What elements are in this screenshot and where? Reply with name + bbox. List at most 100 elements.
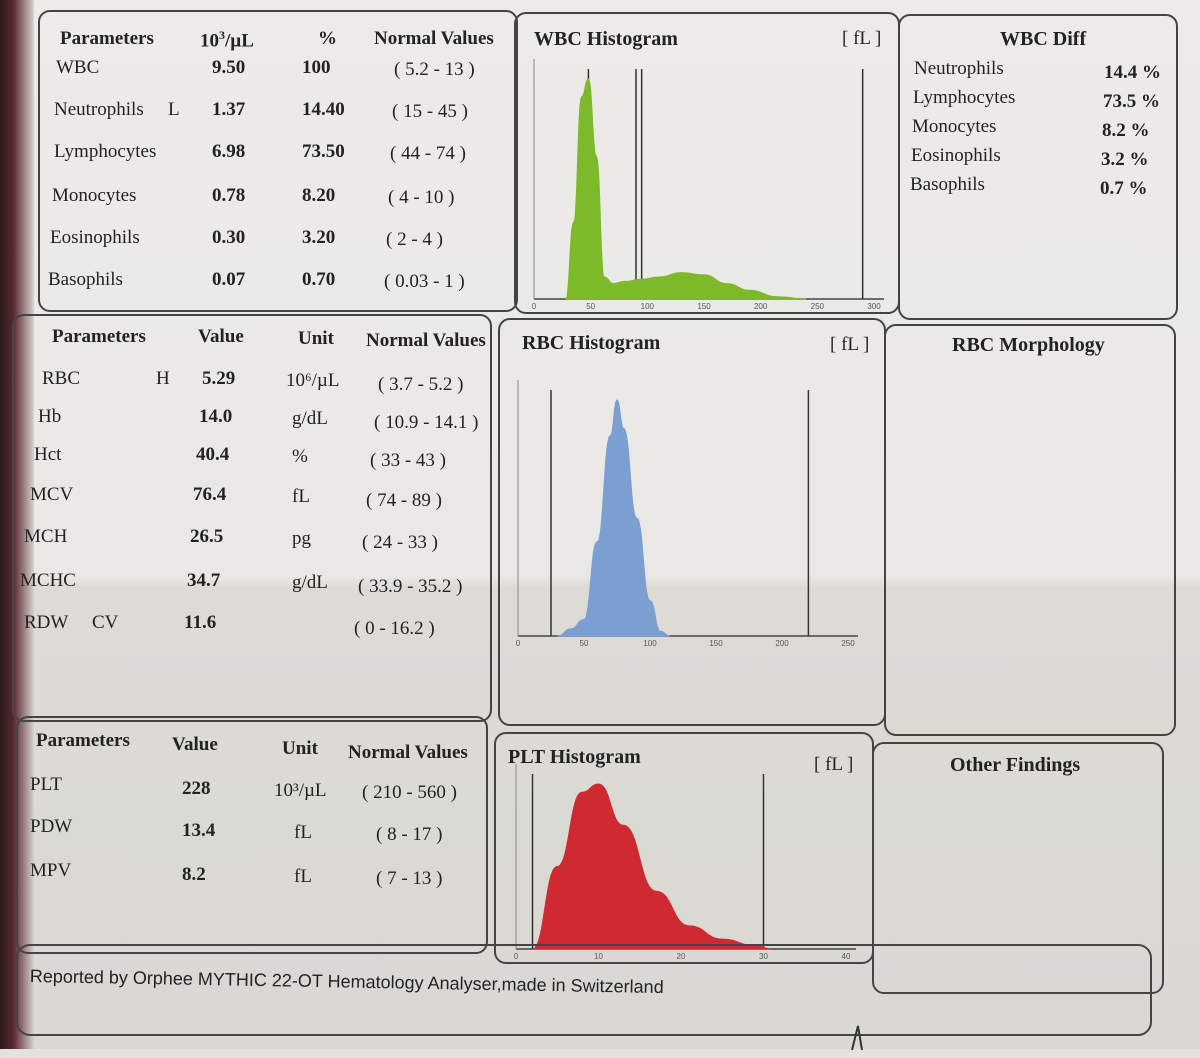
- x-tick-label: 50: [580, 639, 589, 648]
- wbc-row-normal: ( 15 - 45 ): [392, 101, 468, 122]
- plt-row-unit: fL: [294, 822, 312, 843]
- rbc-row-name: MCV: [30, 484, 74, 505]
- plt-row-value: 8.2: [182, 864, 206, 885]
- wbc-header-percent: %: [318, 28, 337, 49]
- rbc-row-value: 11.6: [184, 612, 217, 633]
- rbc-histogram-panel: RBC Histogram [ fL ] 0 50 100 150 200 250: [498, 318, 886, 726]
- plt-parameters-panel: Parameters Value Unit Normal Values PLT 2…: [16, 716, 488, 954]
- x-tick-label: 0: [514, 952, 519, 961]
- histogram-curve: [532, 783, 772, 950]
- wbc-header-unit: 103/µL: [200, 28, 254, 52]
- wbc-row-pct: 14.40: [302, 99, 345, 120]
- rbc-row-value: 5.29: [202, 368, 236, 389]
- rbc-histogram-title: RBC Histogram: [522, 332, 661, 354]
- plt-row-value: 13.4: [182, 820, 216, 841]
- plt-row-unit: 10³/µL: [274, 780, 327, 801]
- wbc-row-normal: ( 0.03 - 1 ): [384, 271, 465, 292]
- x-tick-label: 150: [697, 302, 711, 309]
- rbc-row-name: MCH: [24, 526, 68, 547]
- rbc-row-value: 14.0: [199, 406, 233, 427]
- wbc-row-pct: 3.20: [302, 227, 336, 248]
- rbc-row-normal: ( 0 - 16.2 ): [354, 618, 435, 639]
- wbc-row-flag: L: [168, 99, 180, 120]
- x-tick-label: 200: [754, 302, 768, 309]
- x-tick-label: 300: [867, 302, 881, 309]
- x-tick-label: 0: [516, 639, 521, 648]
- wbc-row-normal: ( 4 - 10 ): [388, 187, 455, 208]
- rbc-row-normal: ( 10.9 - 14.1 ): [374, 412, 479, 433]
- x-tick-label: 250: [841, 639, 855, 648]
- wbc-diff-title: WBC Diff: [1000, 28, 1087, 50]
- rbc-row-normal: ( 33.9 - 35.2 ): [358, 576, 463, 597]
- rbc-row-value: 26.5: [190, 526, 224, 547]
- x-tick-label: 40: [842, 952, 851, 961]
- plt-header-value: Value: [172, 734, 218, 755]
- x-tick-label: 200: [775, 639, 789, 648]
- rbc-header-unit: Unit: [298, 328, 334, 349]
- rbc-morphology-panel: RBC Morphology: [884, 324, 1176, 736]
- wbc-diff-value: 14.4 %: [1104, 62, 1161, 83]
- plt-histogram-chart: 0 10 20 30 40: [514, 764, 856, 961]
- wbc-row-name: Eosinophils: [50, 227, 140, 248]
- wbc-row-abs: 0.78: [212, 185, 246, 206]
- wbc-row-normal: ( 2 - 4 ): [386, 229, 443, 250]
- wbc-row-abs: 0.07: [212, 269, 246, 290]
- plt-header-normal: Normal Values: [348, 742, 468, 763]
- plt-row-name: MPV: [30, 860, 72, 881]
- rbc-row-normal: ( 24 - 33 ): [362, 532, 438, 553]
- rbc-morphology-title: RBC Morphology: [952, 334, 1105, 356]
- rbc-row-name: RDW: [24, 612, 69, 633]
- rbc-header-parameters: Parameters: [52, 326, 146, 347]
- wbc-diff-value: 73.5 %: [1103, 91, 1160, 112]
- footer-panel: [16, 944, 1152, 1036]
- plt-histogram-panel: PLT Histogram [ fL ] 0 10 20 30 40: [494, 732, 874, 964]
- rbc-header-normal: Normal Values: [366, 330, 486, 351]
- plt-header-unit: Unit: [282, 738, 318, 759]
- rbc-row-flag: CV: [92, 612, 119, 633]
- x-tick-label: 100: [641, 302, 655, 309]
- other-findings-panel: Other Findings: [872, 742, 1164, 994]
- rbc-histogram-chart: 0 50 100 150 200 250: [516, 380, 858, 648]
- plt-row-unit: fL: [294, 866, 312, 887]
- rbc-row-normal: ( 74 - 89 ): [366, 490, 442, 511]
- plt-row-name: PLT: [30, 774, 63, 795]
- x-tick-label: 30: [759, 952, 768, 961]
- wbc-histogram-panel: WBC Histogram [ fL ] 0 50 100 150 200 250 300: [514, 12, 900, 314]
- wbc-row-pct: 100: [302, 57, 331, 78]
- rbc-row-normal: ( 3.7 - 5.2 ): [378, 374, 464, 395]
- wbc-row-abs: 9.50: [212, 57, 246, 78]
- wbc-header-parameters: Parameters: [60, 28, 154, 49]
- x-tick-label: 0: [532, 302, 537, 309]
- wbc-diff-name: Lymphocytes: [913, 87, 1016, 108]
- wbc-row-normal: ( 5.2 - 13 ): [394, 59, 475, 80]
- x-tick-label: 20: [677, 952, 686, 961]
- rbc-row-unit: %: [292, 446, 308, 467]
- wbc-row-name: Neutrophils: [54, 99, 144, 120]
- wbc-row-normal: ( 44 - 74 ): [390, 143, 466, 164]
- x-tick-label: 50: [586, 302, 595, 309]
- x-tick-label: 150: [709, 639, 723, 648]
- rbc-row-name: MCHC: [20, 570, 76, 591]
- plt-row-normal: ( 7 - 13 ): [376, 868, 443, 889]
- wbc-row-abs: 0.30: [212, 227, 246, 248]
- wbc-row-pct: 8.20: [302, 185, 336, 206]
- wbc-histogram-chart: 0 50 100 150 200 250 300: [532, 59, 884, 309]
- wbc-row-name: Monocytes: [52, 185, 137, 206]
- rbc-row-normal: ( 33 - 43 ): [370, 450, 446, 471]
- plt-row-normal: ( 210 - 560 ): [362, 782, 457, 803]
- wbc-diff-name: Basophils: [910, 174, 985, 195]
- wbc-diff-panel: WBC Diff Neutrophils 14.4 % Lymphocytes 73.…: [898, 14, 1178, 320]
- rbc-row-unit: g/dL: [292, 408, 328, 429]
- wbc-row-abs: 1.37: [212, 99, 246, 120]
- other-findings-title: Other Findings: [950, 754, 1081, 776]
- wbc-histogram-unit: [ fL ]: [842, 28, 882, 49]
- wbc-row-pct: 73.50: [302, 141, 345, 162]
- wbc-row-abs: 6.98: [212, 141, 246, 162]
- wbc-histogram-title: WBC Histogram: [534, 28, 678, 50]
- x-tick-label: 10: [594, 952, 603, 961]
- wbc-diff-value: 0.7 %: [1100, 178, 1148, 199]
- wbc-parameters-panel: Parameters 103/µL % Normal Values WBC 9.5…: [38, 10, 518, 312]
- wbc-row-pct: 0.70: [302, 269, 336, 290]
- rbc-row-unit: g/dL: [292, 572, 328, 593]
- histogram-curve: [557, 399, 670, 637]
